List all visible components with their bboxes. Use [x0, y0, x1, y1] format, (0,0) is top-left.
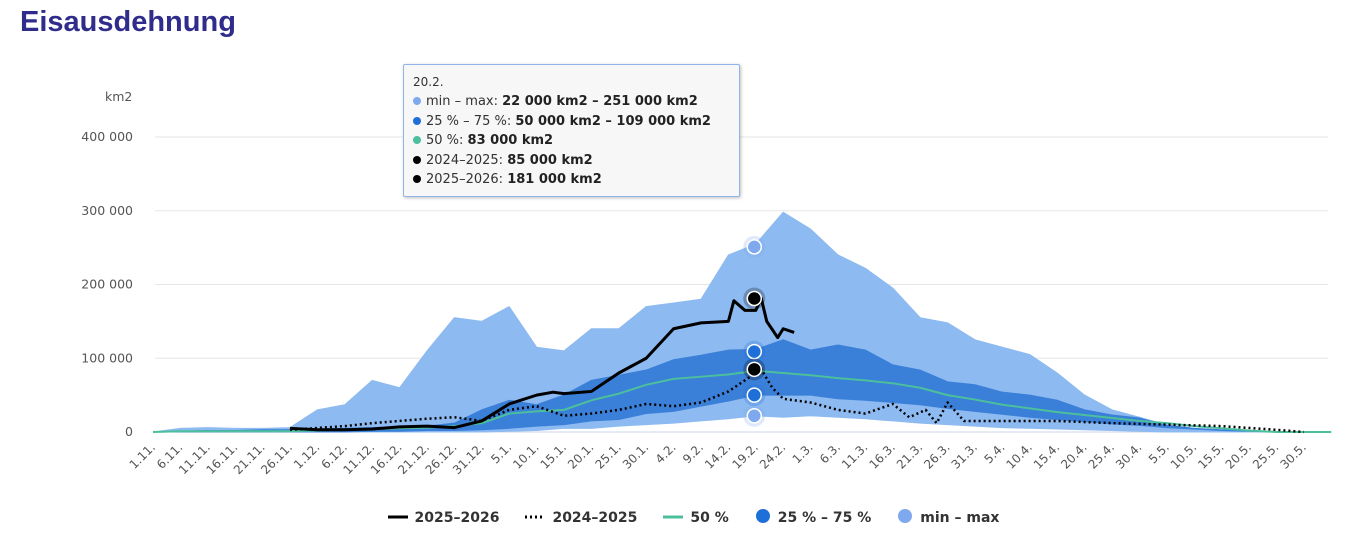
dark-dot-icon	[755, 508, 771, 528]
x-tick-label: 10.5.	[1168, 440, 1199, 471]
marker-2025-2026[interactable]	[746, 290, 763, 307]
y-tick-label: 400 000	[81, 129, 133, 144]
x-tick-label: 26.3.	[921, 440, 952, 471]
x-tick-label: 15.1.	[538, 440, 569, 471]
dotted-line-icon	[525, 510, 546, 526]
min-max-area	[152, 211, 1332, 433]
tooltip-value: 83 000 km2	[467, 133, 554, 148]
x-tick-label: 24.2.	[757, 440, 788, 471]
solid-line-icon	[387, 510, 408, 526]
series-dot-icon	[413, 175, 421, 183]
tooltip: 20.2. min – max: 22 000 km2 – 251 000 km…	[403, 64, 740, 197]
tooltip-row: 2025–2026: 181 000 km2	[413, 170, 730, 190]
x-tick-label: 30.5.	[1277, 440, 1308, 471]
tooltip-label: min – max:	[426, 94, 503, 109]
p25-marker[interactable]	[746, 387, 763, 403]
min-marker[interactable]	[746, 408, 763, 424]
legend-item[interactable]: 50 %	[663, 508, 729, 528]
x-tick-label: 20.5.	[1223, 440, 1254, 471]
tooltip-value: 50 000 km2 – 109 000 km2	[515, 113, 711, 129]
x-tick-label: 25.5.	[1250, 440, 1281, 471]
tooltip-row: 2024–2025: 85 000 km2	[413, 151, 730, 171]
x-tick-label: 14.2.	[702, 440, 733, 471]
light-dot-icon	[897, 508, 913, 528]
x-tick-label: 16.3.	[866, 440, 897, 471]
x-tick-label: 31.3.	[949, 440, 980, 471]
legend: 2025–2026 2024–2025 50 % 25 % – 75 % min – m…	[0, 508, 1367, 528]
x-tick-label: 30.1.	[620, 440, 651, 471]
tooltip-row: min – max: 22 000 km2 – 251 000 km2	[413, 92, 730, 112]
x-tick-label: 15.5.	[1195, 440, 1226, 471]
max-marker[interactable]	[746, 239, 763, 255]
x-tick-label: 26.11.	[258, 440, 295, 477]
x-tick-label: 25.4.	[1086, 440, 1117, 471]
tooltip-date: 20.2.	[413, 75, 444, 89]
legend-label: 2024–2025	[552, 510, 638, 526]
x-tick-label: 1.3.	[790, 440, 816, 466]
x-tick-label: 15.4.	[1031, 440, 1062, 471]
tooltip-row: 50 %: 83 000 km2	[413, 131, 730, 151]
p75-marker[interactable]	[746, 343, 763, 360]
x-tick-label: 31.12.	[450, 440, 487, 477]
marker-2024-2025[interactable]	[746, 361, 763, 378]
tooltip-row: 25 % – 75 %: 50 000 km2 – 109 000 km2	[413, 112, 730, 132]
x-tick-label: 30.4.	[1113, 440, 1144, 471]
y-axis-unit: km2	[105, 89, 132, 104]
tooltip-value: 181 000 km2	[507, 172, 602, 187]
x-tick-label: 4.2.	[653, 440, 679, 466]
x-tick-label: 19.2.	[729, 440, 760, 471]
x-tick-label: 10.1.	[510, 440, 541, 471]
x-tick-label: 1.11.	[127, 440, 158, 471]
legend-label: 50 %	[690, 510, 729, 526]
page-title: Eisausdehnung	[20, 6, 236, 38]
legend-label: min – max	[920, 510, 1000, 526]
legend-label: 2025–2026	[414, 510, 500, 526]
x-tick-label: 20.4.	[1058, 440, 1089, 471]
tooltip-label: 2024–2025:	[426, 152, 508, 168]
x-tick-label: 10.4.	[1003, 440, 1034, 471]
y-tick-label: 0	[125, 424, 133, 439]
x-tick-label: 20.1.	[565, 440, 596, 471]
x-tick-label: 21.3.	[894, 440, 925, 471]
series-dot-icon	[413, 116, 421, 125]
y-tick-label: 200 000	[81, 277, 133, 292]
legend-item[interactable]: 25 % – 75 %	[755, 508, 872, 528]
x-tick-label: 1.12.	[291, 440, 322, 471]
legend-item[interactable]: 2025–2026	[387, 508, 500, 528]
legend-label: 25 % – 75 %	[777, 510, 872, 526]
green-line-icon	[663, 510, 684, 526]
series-dot-icon	[413, 155, 421, 164]
tooltip-label: 50 %:	[426, 133, 468, 148]
legend-item[interactable]: min – max	[897, 508, 999, 528]
series-dot-icon	[413, 136, 421, 144]
y-tick-label: 100 000	[81, 350, 133, 365]
tooltip-label: 25 % – 75 %:	[426, 113, 516, 129]
legend-item[interactable]: 2024–2025	[525, 508, 637, 528]
x-tick-label: 11.3.	[839, 440, 870, 471]
tooltip-label: 2025–2026:	[426, 172, 508, 187]
y-tick-label: 300 000	[81, 203, 133, 218]
tooltip-value: 22 000 km2 – 251 000 km2	[502, 94, 698, 109]
series-dot-icon	[413, 97, 421, 105]
x-tick-label: 25.1.	[592, 440, 623, 471]
tooltip-value: 85 000 km2	[507, 152, 593, 168]
